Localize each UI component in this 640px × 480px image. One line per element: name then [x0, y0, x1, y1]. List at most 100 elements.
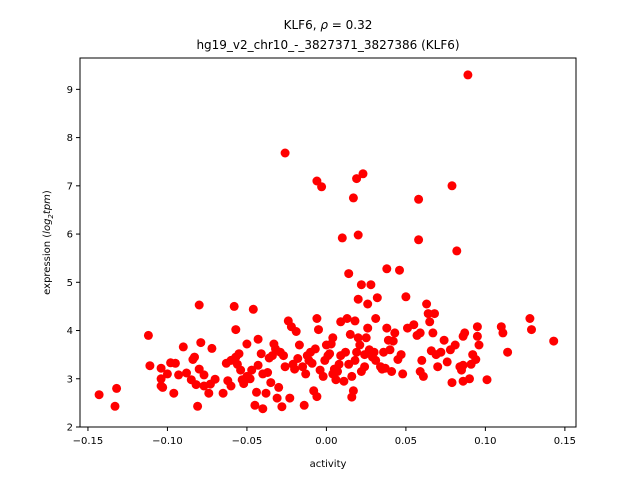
data-point	[447, 181, 457, 191]
data-point	[344, 269, 354, 279]
data-point	[162, 369, 172, 379]
data-point	[226, 381, 236, 391]
y-label-log: log	[42, 219, 53, 234]
data-point	[231, 325, 241, 335]
data-point	[299, 400, 309, 410]
data-point	[355, 340, 365, 350]
data-point	[274, 382, 284, 392]
data-point	[436, 347, 446, 357]
data-point	[318, 371, 328, 381]
data-point	[194, 300, 204, 310]
data-point	[263, 368, 273, 377]
data-point	[285, 393, 295, 403]
data-point	[430, 309, 439, 319]
data-point	[417, 355, 427, 365]
data-point	[385, 345, 395, 355]
data-point	[503, 347, 513, 357]
data-point	[337, 233, 347, 243]
y-tick-label: 6	[67, 230, 73, 241]
data-point	[158, 382, 168, 392]
title-rho-symbol: ρ	[320, 18, 328, 32]
data-point	[425, 317, 435, 327]
data-point	[156, 363, 166, 373]
data-point	[169, 388, 179, 398]
data-point	[280, 148, 290, 158]
data-point	[261, 388, 271, 398]
data-point	[471, 355, 481, 364]
y-tick-label: 8	[67, 133, 73, 144]
data-point	[350, 316, 360, 326]
data-point	[465, 374, 474, 384]
y-axis-ticks: 2 3 4 5 6 7 8 9	[67, 85, 80, 434]
data-point	[210, 374, 220, 384]
data-point	[341, 347, 350, 357]
data-point	[352, 174, 362, 184]
data-point	[290, 364, 300, 374]
data-point	[310, 344, 320, 354]
data-point	[250, 400, 260, 410]
data-point	[353, 333, 363, 343]
y-axis-label: expression (log2tpm)	[42, 190, 55, 295]
y-label-tpm: tpm	[42, 194, 53, 214]
data-point	[312, 392, 322, 402]
data-point	[182, 368, 191, 378]
data-point	[317, 182, 327, 192]
data-point	[334, 359, 344, 369]
data-point	[293, 354, 303, 363]
data-point	[363, 323, 373, 333]
data-point	[328, 333, 338, 343]
data-point	[112, 383, 122, 393]
data-point	[110, 401, 120, 411]
data-point	[234, 349, 244, 359]
data-point	[193, 401, 203, 411]
data-point	[191, 380, 201, 390]
data-point	[325, 349, 335, 359]
data-point	[527, 325, 536, 335]
data-point	[199, 370, 209, 380]
data-point	[301, 369, 311, 379]
data-point	[347, 371, 357, 381]
x-tick-label: −0.10	[152, 436, 183, 447]
data-point	[387, 367, 397, 376]
data-point	[474, 340, 484, 350]
data-point	[247, 365, 257, 375]
data-point	[312, 314, 322, 323]
y-tick-label: 2	[67, 423, 73, 434]
data-point	[248, 304, 258, 314]
data-point	[267, 351, 277, 361]
data-point	[307, 358, 317, 368]
data-point	[390, 328, 400, 338]
data-point	[253, 334, 263, 344]
data-point	[442, 357, 452, 367]
data-point	[350, 355, 360, 365]
data-point	[236, 365, 246, 375]
x-tick-label: 0.00	[315, 436, 337, 447]
data-point	[369, 347, 379, 357]
data-point	[498, 328, 508, 338]
data-point	[356, 280, 366, 290]
data-point	[348, 386, 358, 396]
data-point	[229, 301, 239, 311]
data-point	[396, 350, 406, 360]
data-point	[279, 351, 288, 361]
chart-title-line2: hg19_v2_chr10_-_3827371_3827386 (KLF6)	[196, 38, 459, 52]
data-point	[463, 70, 473, 80]
data-point	[414, 235, 424, 245]
data-point	[272, 393, 282, 403]
x-tick-label: 0.05	[395, 436, 417, 447]
data-point	[428, 328, 438, 338]
data-point	[331, 375, 341, 385]
data-point	[458, 360, 468, 370]
data-point	[277, 402, 287, 412]
data-point	[252, 387, 261, 397]
data-point	[472, 331, 482, 341]
data-point	[266, 378, 276, 388]
data-point	[280, 362, 290, 372]
data-point	[388, 336, 398, 346]
data-point	[450, 340, 460, 350]
data-point	[439, 335, 449, 345]
data-point	[549, 336, 559, 346]
data-point	[348, 193, 358, 203]
data-point	[342, 314, 352, 323]
